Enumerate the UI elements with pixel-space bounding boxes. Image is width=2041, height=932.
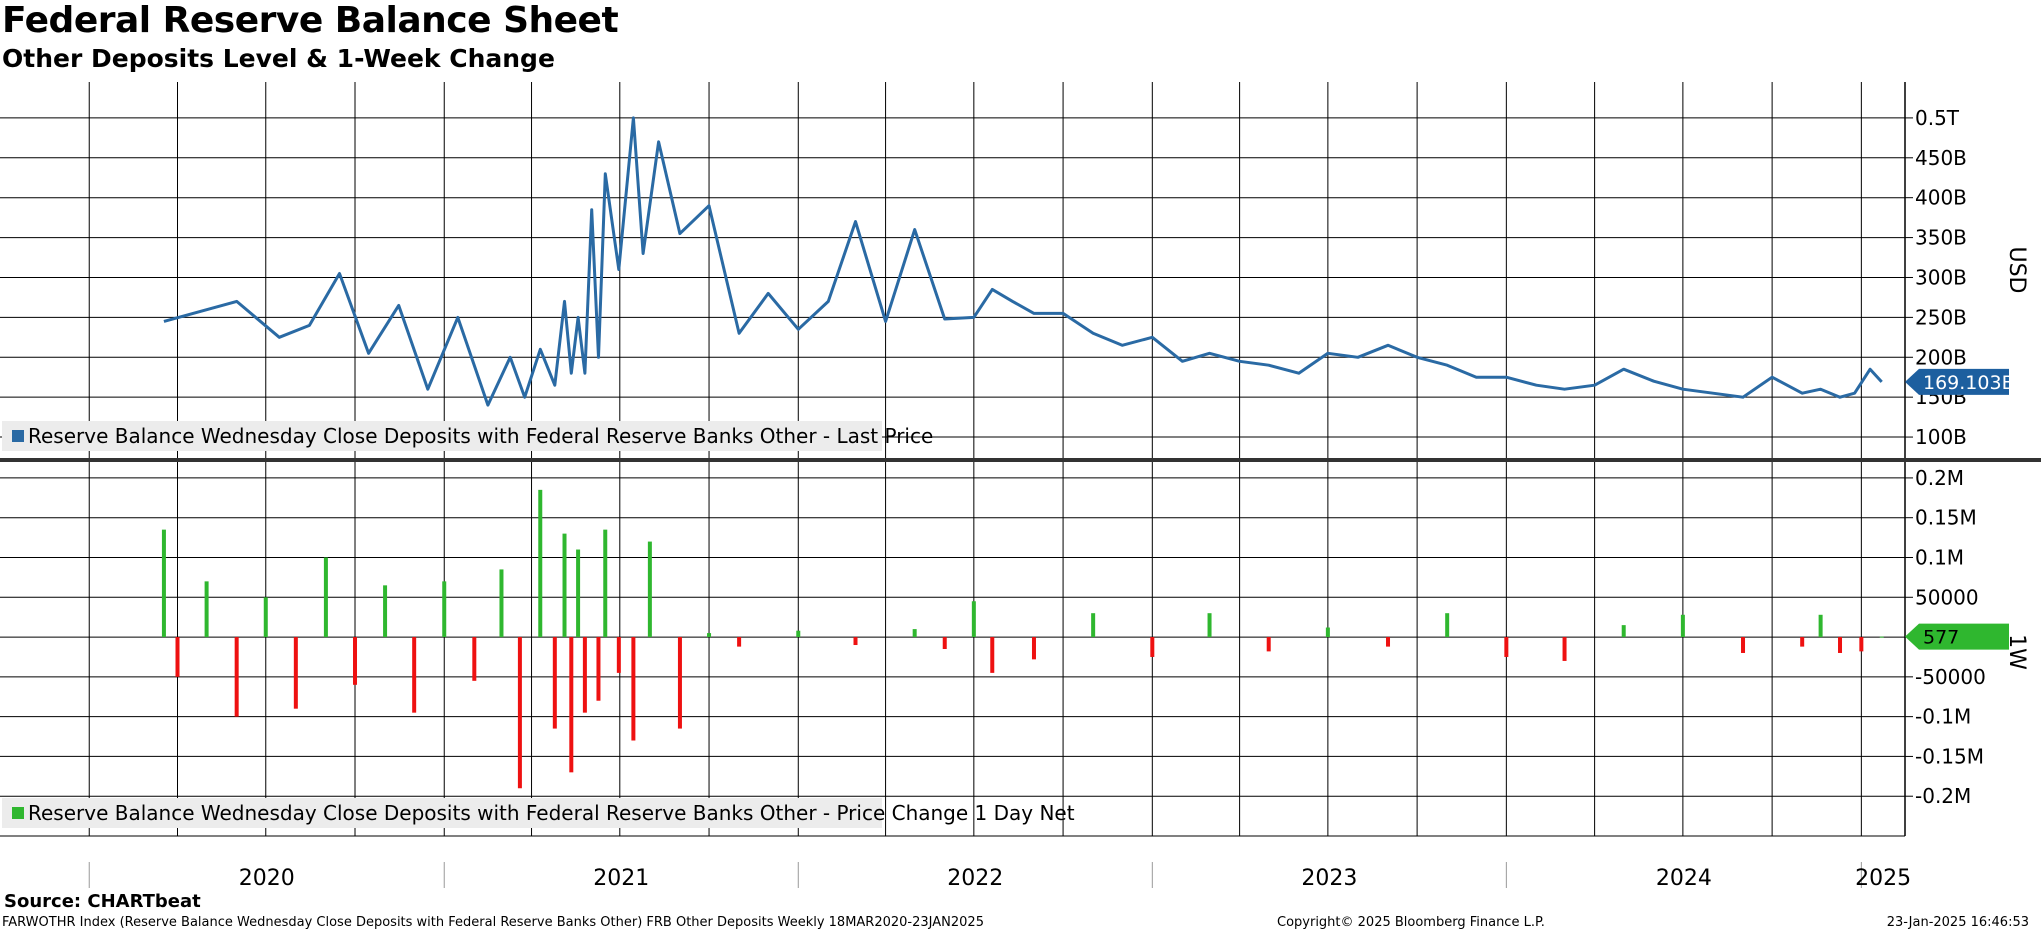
change-bar <box>1562 637 1567 661</box>
top-y-tick-label: 400B <box>1915 186 1967 210</box>
change-bar <box>971 601 976 638</box>
change-bar <box>569 637 574 773</box>
top-legend: Reserve Balance Wednesday Close Deposits… <box>2 421 933 451</box>
change-bar <box>1386 637 1391 647</box>
change-bar <box>562 533 567 638</box>
change-bar <box>1207 613 1212 638</box>
change-bar <box>552 637 557 729</box>
bottom-y-tick-label: 0.2M <box>1915 466 1964 490</box>
x-year-label: 2020 <box>239 866 295 890</box>
top-legend-text: Reserve Balance Wednesday Close Deposits… <box>28 424 933 448</box>
change-bar <box>1504 637 1509 657</box>
change-bar <box>1741 637 1746 653</box>
change-bar <box>707 633 712 638</box>
top-y-tick-label: 250B <box>1915 305 1967 329</box>
bottom-y-tick-label: -0.15M <box>1915 744 1984 768</box>
chart-subtitle: Other Deposits Level & 1-Week Change <box>2 44 555 73</box>
change-bar <box>353 637 358 685</box>
bottom-legend-background <box>2 798 882 828</box>
bottom-y-tick-label: -50000 <box>1915 665 1986 689</box>
top-legend-swatch <box>12 430 24 442</box>
change-bar <box>1325 627 1330 638</box>
change-bar <box>596 637 601 701</box>
bottom-axis-unit-label: 1W <box>2004 634 2029 670</box>
change-bar <box>1031 637 1036 660</box>
change-bar <box>161 529 166 638</box>
timestamp: 23-Jan-2025 16:46:53 <box>1886 915 2029 930</box>
change-bar <box>990 637 995 673</box>
change-bar <box>293 637 298 709</box>
panel-separator <box>0 458 2041 462</box>
change-bar <box>1818 614 1823 638</box>
change-bar <box>1680 614 1685 638</box>
deposits-line <box>163 116 1883 407</box>
change-bar <box>647 541 652 638</box>
top-legend-background <box>2 421 882 451</box>
change-bar <box>796 630 801 638</box>
change-bar <box>631 637 636 741</box>
change-bar <box>1800 637 1805 647</box>
change-bar <box>677 637 682 729</box>
bottom-y-tick-label: 50000 <box>1915 585 1979 609</box>
change-bar <box>175 637 180 677</box>
change-bar <box>234 637 239 717</box>
change-bar <box>383 585 388 638</box>
change-bar <box>1859 637 1864 652</box>
ticker-description: FARWOTHR Index (Reserve Balance Wednesda… <box>2 915 984 930</box>
top-y-tick-label: 450B <box>1915 146 1967 170</box>
change-bar <box>737 637 742 647</box>
bottom-y-tick-label: 0.15M <box>1915 506 1977 530</box>
change-bar <box>603 529 608 638</box>
chart-area: 100B150B200B250B300B350B400B450B0.5T0.2M… <box>0 82 2041 890</box>
bottom-y-tick-label: 0.1M <box>1915 545 1964 569</box>
change-bar <box>323 557 328 638</box>
change-bar <box>263 597 268 638</box>
top-y-tick-label: 0.5T <box>1915 106 1960 130</box>
top-last-value-tag: 169.103B <box>1905 368 2015 395</box>
change-bar <box>1445 613 1450 638</box>
x-year-label: 2025 <box>1855 866 1911 890</box>
bottom-last-value-tag-shape <box>1905 623 2009 650</box>
source-label: Source: CHARTbeat <box>4 891 201 912</box>
copyright-notice: Copyright© 2025 Bloomberg Finance L.P. <box>1277 915 1545 930</box>
top-axis-unit-label: USD <box>2004 246 2029 293</box>
top-y-tick-label: 100B <box>1915 425 1967 449</box>
x-year-label: 2022 <box>947 866 1003 890</box>
change-bar <box>538 489 543 638</box>
change-bar <box>204 581 209 638</box>
change-bar <box>582 637 587 713</box>
change-bar <box>1879 636 1884 638</box>
x-year-label: 2023 <box>1301 866 1357 890</box>
bottom-y-tick-label: -0.1M <box>1915 705 1971 729</box>
change-bar <box>853 637 858 646</box>
change-bar <box>576 549 581 638</box>
top-last-value-tag-shape <box>1905 368 2009 395</box>
change-bar <box>472 637 477 681</box>
change-bar <box>912 629 917 638</box>
x-year-label: 2024 <box>1656 866 1712 890</box>
change-bar <box>499 569 504 638</box>
bottom-legend-swatch <box>12 807 24 819</box>
change-bar <box>442 581 447 638</box>
bottom-legend-text: Reserve Balance Wednesday Close Deposits… <box>28 801 1075 825</box>
change-bar <box>1838 637 1843 653</box>
bottom-y-tick-label: -0.2M <box>1915 784 1971 808</box>
top-y-tick-label: 200B <box>1915 345 1967 369</box>
change-bar <box>942 637 947 649</box>
change-bar <box>1621 625 1626 638</box>
x-year-label: 2021 <box>593 866 649 890</box>
change-bar <box>412 637 417 713</box>
change-bar <box>1091 613 1096 638</box>
change-bar <box>616 637 621 673</box>
change-bar <box>1150 637 1155 657</box>
bottom-legend: Reserve Balance Wednesday Close Deposits… <box>2 798 1075 828</box>
change-bar <box>517 637 522 789</box>
bottom-last-value-tag-text: 577 <box>1923 627 1959 649</box>
top-y-tick-label: 300B <box>1915 265 1967 289</box>
top-last-value-tag-text: 169.103B <box>1923 372 2015 394</box>
bottom-last-value-tag: 577 <box>1905 623 2009 650</box>
chart-title: Federal Reserve Balance Sheet <box>2 0 619 41</box>
top-y-tick-label: 350B <box>1915 226 1967 250</box>
change-bar <box>1266 637 1271 652</box>
